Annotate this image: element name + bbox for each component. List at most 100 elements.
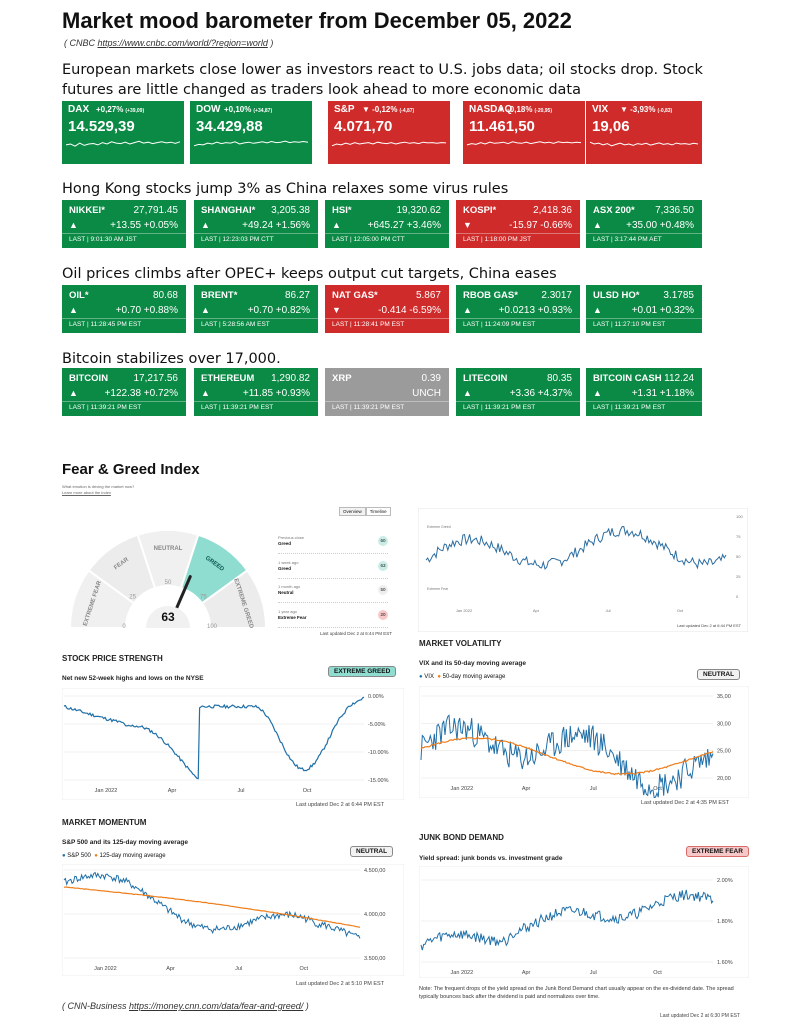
- quote-last-update: LAST | 3:17:44 PM AET: [593, 236, 662, 243]
- quote-name: NIKKEI*: [69, 205, 105, 216]
- quote-last-update: LAST | 11:28:45 PM EST: [69, 321, 142, 328]
- cnbc-source: ( CNBC https://www.cnbc.com/world/?regio…: [64, 38, 273, 48]
- view-tabs: Overview Timeline: [339, 507, 391, 516]
- quote-price: 3.1785: [663, 290, 694, 301]
- quote-price: 19,320.62: [396, 205, 442, 216]
- junk-bond-subtitle: Yield spread: junk bonds vs. investment …: [419, 855, 563, 862]
- quote-name: NAT GAS*: [332, 290, 378, 301]
- tile-name: DAX: [68, 104, 90, 115]
- quote-change: +11.85 +0.93%: [242, 388, 310, 399]
- history-label: Extreme Fear: [278, 615, 307, 620]
- sparkline-path: [193, 140, 309, 147]
- tab-timeline[interactable]: Timeline: [365, 507, 391, 516]
- quote-price: 0.39: [421, 373, 441, 384]
- quote-tile-kospi[interactable]: KOSPI* 2,418.36 ▼ -15.97 -0.66% LAST | 1:18:…: [456, 200, 580, 248]
- quote-tile-asx200[interactable]: ASX 200* 7,336.50 ▲ +35.00 +0.48% LAST | 3:1…: [586, 200, 702, 248]
- quote-tile-natgas[interactable]: NAT GAS* 5.867 ▼ -0.414 -6.59% LAST | 11:28:…: [325, 285, 449, 333]
- tile-value: 14.529,39: [68, 118, 135, 135]
- tile-divider: [586, 318, 702, 319]
- y-tick-label: 0.00%: [368, 694, 384, 700]
- quote-tile-nikkei[interactable]: NIKKEI* 27,791.45 ▲ +13.55 +0.05% LAST | 9:0…: [62, 200, 186, 248]
- quote-tile-bitcoin[interactable]: BITCOIN 17,217.56 ▲ +122.38 +0.72% LAST | 11…: [62, 368, 186, 416]
- quote-tile-ethereum[interactable]: ETHEREUM 1,290.82 ▲ +11.85 +0.93% LAST | 11:…: [194, 368, 318, 416]
- quote-tile-oil[interactable]: OIL* 80.68 ▲ +0.70 +0.88% LAST | 11:28:45 PM…: [62, 285, 186, 333]
- quote-tile-shanghai[interactable]: SHANGHAI* 3,205.38 ▲ +49.24 +1.56% LAST | 12…: [194, 200, 318, 248]
- tab-overview[interactable]: Overview: [339, 507, 366, 516]
- x-tick-label: Apr: [522, 970, 531, 976]
- junk-bond-chart: 2.00% 1.80% 1.60% Jan 2022 Apr Jul Oct: [419, 866, 749, 978]
- arrow-up-icon: ▲: [593, 220, 602, 230]
- y-tick-label: -5.00%: [368, 722, 386, 728]
- quote-last-update: LAST | 12:05:00 PM CTT: [332, 236, 405, 243]
- x-tick-label: Jan 2022: [95, 788, 118, 794]
- y-tick-label: 30,00: [717, 721, 731, 727]
- quote-last-update: LAST | 11:39:21 PM EST: [201, 404, 274, 411]
- fear-greed-question: What emotion is driving the market now?: [62, 484, 135, 489]
- legend-dot-sp500-ma: ●: [94, 853, 98, 859]
- quote-tile-rbobgas[interactable]: RBOB GAS* 2.3017 ▲ +0.0213 +0.93% LAST | 11:…: [456, 285, 580, 333]
- tile-change-detail: (+39,09): [125, 108, 145, 114]
- timeline-y-axis: 100 75 50 25 0: [736, 514, 743, 599]
- source-suffix: ): [267, 38, 274, 48]
- tile-name: NASDAQ: [469, 104, 513, 115]
- legend-dot-vix-ma: ●: [437, 674, 441, 680]
- timeline-y-tick: 50: [736, 554, 741, 559]
- gauge-updated: Last updated Dec 2 at 6:44 PM EST: [320, 631, 393, 636]
- tile-divider: [194, 401, 318, 402]
- quote-price: 80.35: [546, 373, 572, 384]
- tile-change: ▼ -0,12% (-4,87): [362, 105, 414, 114]
- timeline-y-tick: 100: [736, 514, 743, 519]
- learn-more-link[interactable]: Learn more about the index: [62, 490, 111, 495]
- quote-name: BITCOIN: [69, 373, 109, 384]
- quote-name: BITCOIN CASH: [593, 373, 662, 384]
- quote-change: +49.24 +1.56%: [242, 220, 310, 231]
- quote-change: +0.70 +0.82%: [247, 305, 310, 316]
- y-tick-label: 25,00: [717, 749, 731, 755]
- momentum-subtitle: S&P 500 and its 125-day moving average: [62, 839, 188, 846]
- quote-tile-ulsdho[interactable]: ULSD HO* 3.1785 ▲ +0.01 +0.32% LAST | 11:27:…: [586, 285, 702, 333]
- quote-tile-xrp[interactable]: XRP 0.39 UNCH LAST | 11:39:21 PM EST: [325, 368, 449, 416]
- index-tile-dax[interactable]: DAX +0,27% (+39,09) 14.529,39: [62, 101, 184, 164]
- arrow-up-icon: ▲: [593, 305, 602, 315]
- index-tile-vix[interactable]: VIX ▼ -3,93% (-0,83) 19,06: [586, 101, 702, 164]
- tile-value: 4.071,70: [334, 118, 393, 135]
- cnn-link[interactable]: https://money.cnn.com/data/fear-and-gree…: [129, 1001, 304, 1011]
- timeline-legend-greed: Extreme Greed: [427, 525, 451, 529]
- quote-name: LITECOIN: [463, 373, 508, 384]
- history-label: Greed: [278, 566, 292, 571]
- x-tick-label: Jul: [590, 970, 597, 976]
- headline-asia: Hong Kong stocks jump 3% as China relaxe…: [62, 181, 509, 197]
- tile-divider: [62, 318, 186, 319]
- stock-strength-chart: 0.00% -5.00% -10.00% -15.00% Jan 2022 Apr Jul O…: [62, 688, 404, 800]
- quote-price: 3,205.38: [271, 205, 310, 216]
- arrow-up-icon: ▲: [463, 388, 472, 398]
- tile-sparkline: [331, 141, 447, 147]
- index-tile-sp[interactable]: S&P ▼ -0,12% (-4,87) 4.071,70: [328, 101, 450, 164]
- quote-tile-bitcoincash[interactable]: BITCOIN CASH 112.24 ▲ +1.31 +1.18% LAST | 11…: [586, 368, 702, 416]
- gauge-tick-label: 75: [200, 595, 207, 601]
- volatility-title: MARKET VOLATILITY: [419, 639, 502, 648]
- tile-change-detail: (-0,83): [657, 108, 673, 114]
- quote-price: 112.24: [664, 373, 694, 384]
- history-value: 20: [378, 610, 388, 620]
- quote-tile-litecoin[interactable]: LITECOIN 80.35 ▲ +3.36 +4.37% LAST | 11:39:2…: [456, 368, 580, 416]
- tile-divider: [62, 233, 186, 234]
- timeline-x-tick: Oct: [677, 608, 684, 613]
- y-tick-label: 3.500,00: [364, 956, 385, 962]
- quote-last-update: LAST | 11:39:21 PM EST: [463, 404, 536, 411]
- junk-bond-updated: Last updated Dec 2 at 6:30 PM EST: [660, 1013, 741, 1019]
- index-tile-dow[interactable]: DOW +0,10% (+34,87) 34.429,88: [190, 101, 312, 164]
- arrow-up-icon: ▲: [201, 388, 210, 398]
- tile-sparkline: [65, 140, 181, 147]
- tile-change-detail: (+34,87): [253, 108, 273, 114]
- history-value: 50: [378, 585, 388, 595]
- quote-tile-hsi[interactable]: HSI* 19,320.62 ▲ +645.27 +3.46% LAST | 12:05…: [325, 200, 449, 248]
- stock-strength-badge: EXTREME GREED: [328, 666, 397, 677]
- x-tick-label: Jul: [590, 786, 597, 792]
- volatility-chart: 35,00 30,00 25,00 20,00 Jan 2022 Apr Jul Oct: [419, 686, 749, 798]
- tile-divider: [194, 318, 318, 319]
- x-tick-label: Jul: [235, 966, 242, 972]
- index-tile-nasdaq[interactable]: NASDAQ ▼ -0,18% (-20,95) 11.461,50: [463, 101, 585, 164]
- quote-tile-brent[interactable]: BRENT* 86.27 ▲ +0.70 +0.82% LAST | 5:28:56 A…: [194, 285, 318, 333]
- cnbc-link[interactable]: https://www.cnbc.com/world/?region=world: [97, 38, 268, 48]
